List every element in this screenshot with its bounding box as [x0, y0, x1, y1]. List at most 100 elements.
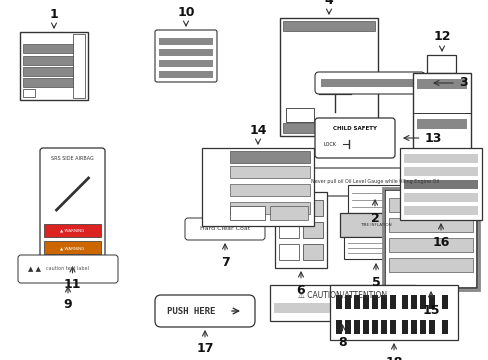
Bar — [428, 295, 434, 309]
Bar — [388, 258, 472, 272]
Text: ▲ WARNING: ▲ WARNING — [60, 229, 84, 233]
Bar — [384, 190, 476, 288]
Circle shape — [320, 56, 348, 84]
Ellipse shape — [342, 87, 370, 109]
Bar — [388, 198, 472, 212]
Text: 8: 8 — [338, 325, 346, 350]
Text: Hard Clear Coat: Hard Clear Coat — [200, 226, 250, 231]
Bar — [202, 148, 313, 226]
Bar — [23, 89, 35, 97]
Text: 2: 2 — [370, 200, 379, 225]
Circle shape — [225, 300, 247, 322]
Text: 10: 10 — [177, 5, 194, 26]
Text: ▲ WARNING: ▲ WARNING — [60, 246, 84, 250]
Bar — [428, 320, 434, 334]
Bar — [23, 67, 74, 76]
Bar — [279, 222, 298, 238]
Bar — [159, 49, 213, 56]
Bar — [23, 44, 74, 53]
Bar — [303, 244, 323, 260]
Bar — [285, 108, 313, 122]
Bar — [401, 295, 407, 309]
Text: 4: 4 — [324, 0, 333, 14]
Bar — [403, 167, 477, 176]
Bar — [347, 185, 403, 213]
Bar — [419, 295, 425, 309]
Text: ⚠ CAUTION/ATTENTION: ⚠ CAUTION/ATTENTION — [297, 291, 386, 300]
FancyBboxPatch shape — [314, 118, 394, 158]
Bar — [274, 192, 326, 268]
Text: Never pull oil Oil Level Gauge while filling Engine Oil: Never pull oil Oil Level Gauge while fil… — [310, 180, 438, 184]
FancyBboxPatch shape — [314, 72, 424, 94]
Bar — [389, 320, 395, 334]
Bar — [345, 295, 350, 309]
FancyBboxPatch shape — [40, 148, 105, 263]
Text: SRS SIDE AIRBAG: SRS SIDE AIRBAG — [51, 156, 94, 161]
Text: 1: 1 — [49, 8, 58, 28]
Text: ▲ ▲: ▲ ▲ — [28, 266, 41, 272]
Bar — [320, 79, 418, 87]
Text: 12: 12 — [432, 31, 450, 51]
Bar — [159, 60, 213, 67]
Bar — [335, 295, 341, 309]
Bar — [388, 238, 472, 252]
Text: PUSH HERE: PUSH HERE — [167, 306, 215, 315]
Text: 9: 9 — [63, 287, 72, 311]
Bar — [20, 32, 88, 100]
Bar — [362, 320, 368, 334]
Bar — [403, 206, 477, 215]
Text: 18: 18 — [385, 344, 402, 360]
Bar — [441, 295, 447, 309]
Bar — [303, 200, 323, 216]
Bar — [329, 285, 457, 340]
Bar — [279, 200, 298, 216]
Bar — [269, 206, 307, 220]
Circle shape — [396, 262, 416, 282]
Bar — [416, 79, 466, 89]
FancyBboxPatch shape — [155, 30, 217, 82]
Text: 6: 6 — [296, 272, 305, 297]
Bar — [229, 184, 309, 196]
Bar — [403, 154, 477, 163]
Circle shape — [50, 172, 94, 216]
Bar — [441, 320, 447, 334]
Bar — [23, 56, 74, 65]
Bar — [345, 320, 350, 334]
Bar — [339, 213, 411, 237]
FancyBboxPatch shape — [289, 168, 459, 196]
Bar — [371, 320, 377, 334]
Bar — [403, 193, 477, 202]
Bar — [353, 295, 359, 309]
Bar — [303, 222, 323, 238]
Bar — [353, 320, 359, 334]
Bar — [283, 123, 374, 133]
Text: TIRE INFLATION: TIRE INFLATION — [360, 223, 391, 227]
Bar — [416, 119, 466, 129]
Text: 3: 3 — [433, 77, 467, 90]
Bar — [343, 237, 407, 259]
Bar — [335, 320, 341, 334]
Bar — [159, 71, 213, 78]
Text: CHILD SAFETY: CHILD SAFETY — [332, 126, 376, 131]
Bar — [388, 218, 472, 232]
FancyBboxPatch shape — [184, 218, 264, 240]
Circle shape — [367, 137, 381, 151]
Text: caution text label: caution text label — [46, 266, 89, 271]
Bar — [159, 38, 213, 45]
Bar — [380, 295, 386, 309]
Bar — [23, 78, 74, 87]
Bar — [44, 224, 101, 237]
Bar — [412, 73, 470, 153]
Bar — [280, 18, 377, 136]
Bar — [279, 244, 298, 260]
Bar — [229, 206, 264, 220]
Bar — [73, 34, 85, 98]
Bar — [419, 320, 425, 334]
Bar — [273, 303, 410, 313]
Bar — [362, 295, 368, 309]
Bar — [410, 320, 416, 334]
Bar — [371, 295, 377, 309]
Bar — [399, 148, 481, 220]
Text: 5: 5 — [371, 264, 380, 288]
Text: 11: 11 — [63, 267, 81, 292]
